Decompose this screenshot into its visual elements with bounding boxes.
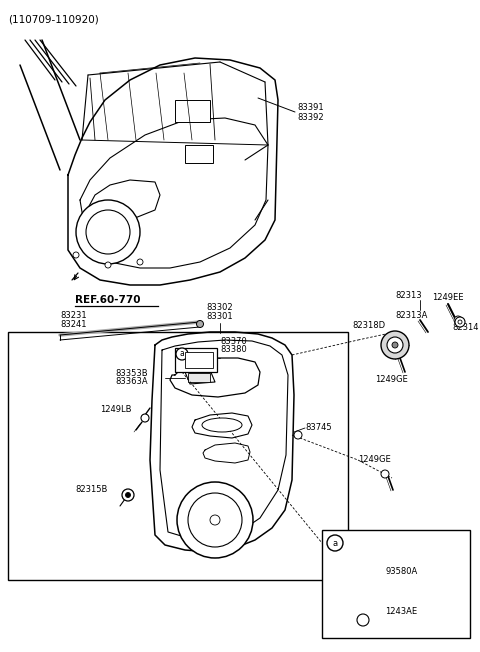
Text: 82318D: 82318D [352,321,385,329]
Text: 83353B: 83353B [115,370,148,379]
Ellipse shape [202,418,242,432]
Text: 1243AE: 1243AE [385,608,417,617]
Bar [322,530,470,638]
Circle shape [455,317,465,327]
Bar [8,332,348,580]
Circle shape [177,482,253,558]
Circle shape [196,321,204,327]
Text: 1249LB: 1249LB [100,406,132,415]
Circle shape [141,414,149,422]
Text: (110709-110920): (110709-110920) [8,14,99,24]
Bar [175,100,210,122]
Text: 83231: 83231 [60,311,86,320]
Circle shape [454,316,462,324]
Circle shape [73,252,79,258]
Circle shape [381,470,389,478]
Text: 83302: 83302 [207,303,233,312]
Text: 1249GE: 1249GE [358,456,391,464]
Text: 1249EE: 1249EE [432,293,464,303]
Circle shape [105,262,111,268]
Circle shape [86,210,130,254]
Circle shape [294,431,302,439]
Circle shape [176,348,188,360]
Circle shape [357,614,369,626]
Text: 83363A: 83363A [115,378,148,387]
Text: 83370: 83370 [220,337,247,346]
Text: 83391: 83391 [297,104,324,113]
Circle shape [76,200,140,264]
Bar [185,352,213,368]
Text: 93580A: 93580A [385,567,417,576]
Circle shape [122,489,134,501]
Text: 82314: 82314 [452,323,479,333]
Circle shape [137,259,143,265]
Text: 1249GE: 1249GE [375,376,408,385]
Bar [188,373,210,382]
Text: REF.60-770: REF.60-770 [75,295,141,305]
Circle shape [327,535,343,551]
Bar [350,560,376,582]
Circle shape [381,331,409,359]
Text: 82315B: 82315B [75,486,108,494]
Circle shape [387,337,403,353]
Text: 82313A: 82313A [395,310,427,319]
Text: 83392: 83392 [297,113,324,123]
Circle shape [210,515,220,525]
Text: 83301: 83301 [207,312,233,321]
Circle shape [458,320,462,324]
Bar [175,348,217,372]
Circle shape [188,493,242,547]
Text: 82313: 82313 [395,291,421,299]
Text: 83380: 83380 [220,345,247,354]
Circle shape [125,492,131,497]
Bar [185,145,213,163]
Text: 83745: 83745 [305,424,332,432]
Circle shape [392,342,398,348]
Text: a: a [333,539,337,548]
Text: 83241: 83241 [60,320,86,329]
Text: a: a [180,349,184,359]
